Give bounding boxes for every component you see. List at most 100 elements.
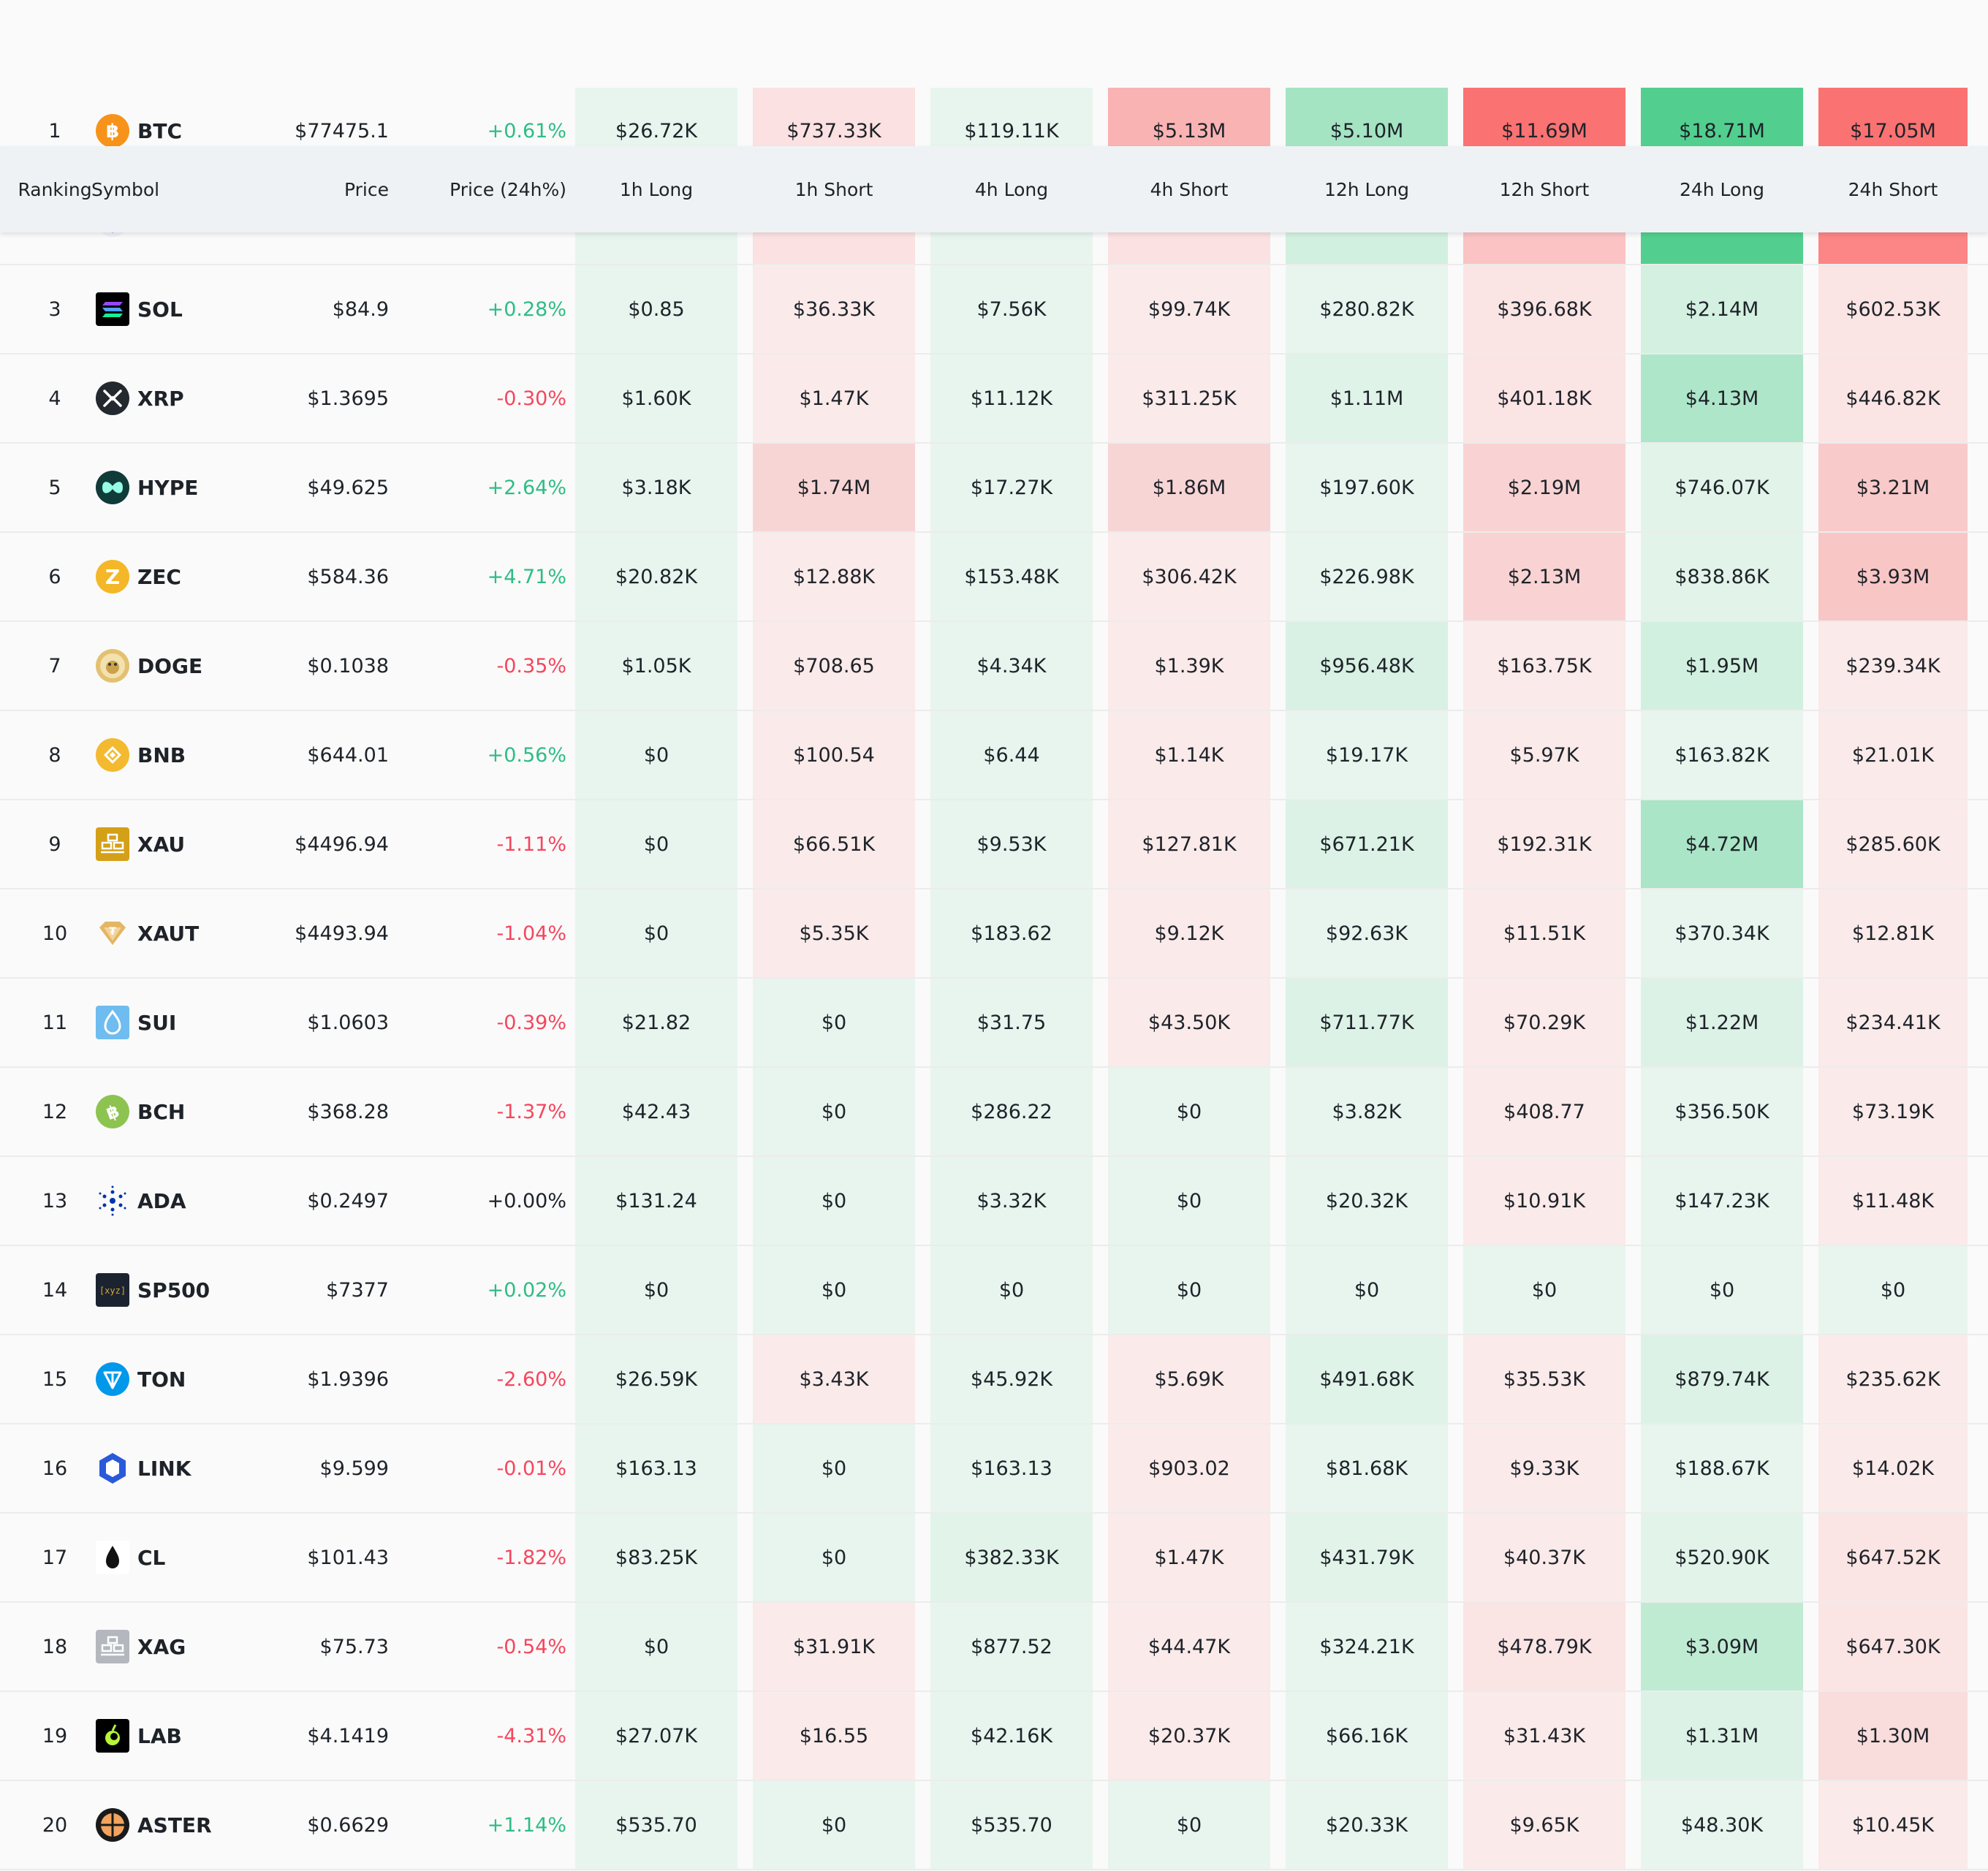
ada-icon: [95, 1183, 130, 1218]
header-price-change[interactable]: Price (24h%): [449, 178, 566, 200]
table-row[interactable]: $21.82 $0 $31.75 $43.50K $711.77K $70.29K $1.2…: [0, 979, 1988, 1068]
price-value: $49.625: [307, 476, 389, 499]
symbol-cell[interactable]: [xyz] SP500: [95, 1246, 285, 1334]
cell-24h-short: $235.62K: [1818, 1335, 1968, 1423]
cell-12h-long: $711.77K: [1286, 979, 1448, 1066]
cell-4h-long: $183.62: [930, 889, 1093, 977]
cell-12h-long: $20.33K: [1286, 1781, 1448, 1869]
table-row[interactable]: $42.43 $0 $286.22 $0 $3.82K $408.77 $356.50K $7…: [0, 1068, 1988, 1157]
symbol-ticker: TON: [137, 1367, 186, 1392]
cell-1h-short: $16.55: [753, 1692, 915, 1780]
symbol-cell[interactable]: Z ZEC: [95, 533, 285, 620]
price-value: $1.9396: [307, 1367, 389, 1391]
price-value: $0.2497: [307, 1189, 389, 1212]
table-row[interactable]: $1.05K $708.65 $4.34K $1.39K $956.48K $163.75…: [0, 622, 1988, 711]
rank-number: 19: [42, 1724, 68, 1747]
rank-number: 1: [48, 119, 61, 143]
header-12h-long[interactable]: 12h Long: [1324, 178, 1410, 200]
table-row[interactable]: $0 $31.91K $877.52 $44.47K $324.21K $478.79K $…: [0, 1603, 1988, 1692]
cell-12h-long: $1.11M: [1286, 354, 1448, 442]
cell-12h-short: $9.65K: [1463, 1781, 1625, 1869]
cell-1h-short: $12.88K: [753, 533, 915, 620]
price-value: $644.01: [307, 743, 389, 767]
table-row[interactable]: $0 $5.35K $183.62 $9.12K $92.63K $11.51K $370.…: [0, 889, 1988, 979]
header-12h-short[interactable]: 12h Short: [1499, 178, 1590, 200]
header-1h-short[interactable]: 1h Short: [794, 178, 873, 200]
price-value: $368.28: [307, 1100, 389, 1123]
symbol-cell[interactable]: SOL: [95, 265, 285, 353]
symbol-cell[interactable]: ฿ BCH: [95, 1068, 285, 1155]
symbol-cell[interactable]: LINK: [95, 1424, 285, 1512]
table-row[interactable]: $26.72K $737.33K $119.11K $5.13M $5.10M $11.6…: [0, 87, 1988, 176]
symbol-cell[interactable]: DOGE: [95, 622, 285, 710]
cell-4h-long: $11.12K: [930, 354, 1093, 442]
symbol-ticker: XAU: [137, 832, 186, 857]
rank-number: 9: [48, 832, 61, 856]
price-value: $4.1419: [307, 1724, 389, 1747]
header-symbol[interactable]: Symbol: [91, 178, 160, 200]
cell-24h-long: $356.50K: [1641, 1068, 1803, 1155]
cell-4h-short: $44.47K: [1108, 1603, 1270, 1690]
symbol-cell[interactable]: XAG: [95, 1603, 285, 1690]
symbol-cell[interactable]: XAU: [95, 800, 285, 888]
symbol-cell[interactable]: ADA: [95, 1157, 285, 1245]
table-row[interactable]: $0 $100.54 $6.44 $1.14K $19.17K $5.97K $163.82…: [0, 711, 1988, 800]
cell-4h-long: $42.16K: [930, 1692, 1093, 1780]
symbol-cell[interactable]: LAB: [95, 1692, 285, 1780]
price-value: $0.1038: [307, 654, 389, 678]
price-value: $9.599: [319, 1457, 389, 1480]
table-row[interactable]: $83.25K $0 $382.33K $1.47K $431.79K $40.37K $5…: [0, 1514, 1988, 1603]
price-value: $75.73: [319, 1635, 389, 1658]
header-4h-long[interactable]: 4h Long: [974, 178, 1049, 200]
price-value: $0.6629: [307, 1813, 389, 1837]
cell-4h-short: $311.25K: [1108, 354, 1270, 442]
header-4h-short[interactable]: 4h Short: [1150, 178, 1229, 200]
header-1h-long[interactable]: 1h Long: [619, 178, 694, 200]
svg-text:฿: ฿: [106, 121, 119, 143]
header-24h-long[interactable]: 24h Long: [1679, 178, 1765, 200]
cell-24h-short: $285.60K: [1818, 800, 1968, 888]
symbol-cell[interactable]: SUI: [95, 979, 285, 1066]
rank-number: 12: [42, 1100, 68, 1123]
cell-24h-long: $48.30K: [1641, 1781, 1803, 1869]
cell-12h-short: $40.37K: [1463, 1514, 1625, 1601]
symbol-cell[interactable]: CL: [95, 1514, 285, 1601]
cell-4h-short: $306.42K: [1108, 533, 1270, 620]
table-row[interactable]: $20.82K $12.88K $153.48K $306.42K $226.98K $2…: [0, 533, 1988, 622]
table-row[interactable]: $0 $0 $0 $0 $0 $0 $0 $0 14 [xyz] SP500 $7377 +0.02%: [0, 1246, 1988, 1335]
price-change-value: -0.54%: [496, 1635, 566, 1658]
cell-12h-short: $11.51K: [1463, 889, 1625, 977]
symbol-cell[interactable]: ₮ XAUT: [95, 889, 285, 977]
table-row[interactable]: $3.18K $1.74M $17.27K $1.86M $197.60K $2.19M $…: [0, 444, 1988, 533]
header-price[interactable]: Price: [344, 178, 389, 200]
table-row[interactable]: $27.07K $16.55 $42.16K $20.37K $66.16K $31.43…: [0, 1692, 1988, 1781]
cell-12h-long: $3.82K: [1286, 1068, 1448, 1155]
cell-1h-short: $708.65: [753, 622, 915, 710]
table-row[interactable]: $1.60K $1.47K $11.12K $311.25K $1.11M $401.18…: [0, 354, 1988, 444]
cell-4h-long: $45.92K: [930, 1335, 1093, 1423]
symbol-cell[interactable]: ASTER: [95, 1781, 285, 1869]
symbol-cell[interactable]: BNB: [95, 711, 285, 799]
cell-4h-short: $0: [1108, 1157, 1270, 1245]
cell-1h-long: $26.59K: [575, 1335, 737, 1423]
table-row[interactable]: $163.13 $0 $163.13 $903.02 $81.68K $9.33K $188…: [0, 1424, 1988, 1514]
table-row[interactable]: $131.24 $0 $3.32K $0 $20.32K $10.91K $147.23K $…: [0, 1157, 1988, 1246]
symbol-ticker: XRP: [137, 386, 184, 411]
symbol-cell[interactable]: ฿ BTC: [95, 87, 285, 175]
price-change-value: +2.64%: [487, 476, 566, 499]
table-row[interactable]: $535.70 $0 $535.70 $0 $20.33K $9.65K $48.30K $1…: [0, 1781, 1988, 1870]
table-row[interactable]: $0 $66.51K $9.53K $127.81K $671.21K $192.31K $…: [0, 800, 1988, 889]
table-row[interactable]: $0.85 $36.33K $7.56K $99.74K $280.82K $396.68…: [0, 265, 1988, 354]
cell-4h-long: $0: [930, 1246, 1093, 1334]
table-row[interactable]: $26.59K $3.43K $45.92K $5.69K $491.68K $35.53…: [0, 1335, 1988, 1424]
symbol-ticker: BNB: [137, 743, 186, 767]
cell-1h-long: $83.25K: [575, 1514, 737, 1601]
header-24h-short[interactable]: 24h Short: [1848, 178, 1938, 200]
symbol-cell[interactable]: HYPE: [95, 444, 285, 531]
symbol-cell[interactable]: TON: [95, 1335, 285, 1423]
price-change-value: +0.00%: [487, 1189, 566, 1212]
cell-4h-short: $9.12K: [1108, 889, 1270, 977]
symbol-cell[interactable]: XRP: [95, 354, 285, 442]
cell-4h-short: $5.69K: [1108, 1335, 1270, 1423]
header-ranking[interactable]: Ranking: [18, 178, 92, 200]
